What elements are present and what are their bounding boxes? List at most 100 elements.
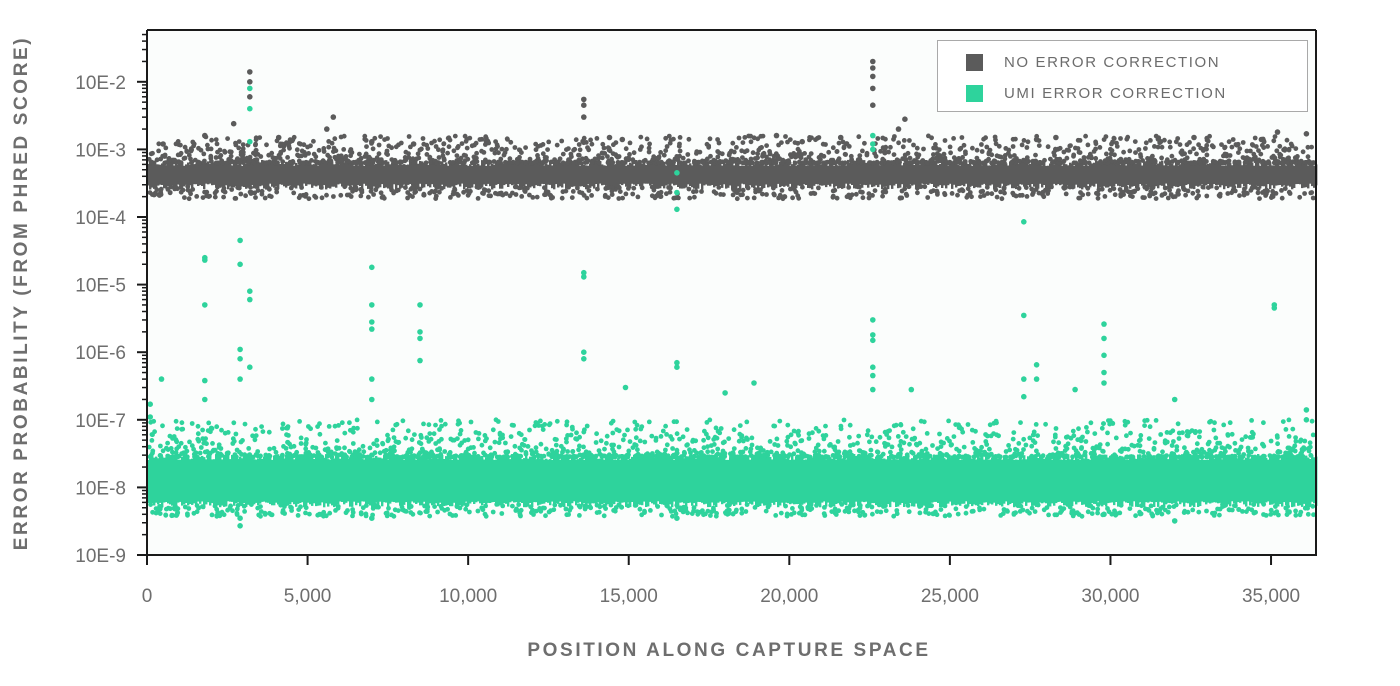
outlier-point — [331, 114, 337, 120]
outlier-point — [202, 378, 208, 384]
legend-label: UMI ERROR CORRECTION — [1004, 85, 1227, 102]
outlier-point — [369, 265, 375, 271]
y-tick-label: 10E-6 — [75, 343, 126, 364]
outlier-point — [247, 288, 253, 294]
outlier-point — [417, 358, 423, 364]
legend-item-no-error-correction: NO ERROR CORRECTION — [966, 52, 1220, 72]
outlier-point — [417, 302, 423, 308]
x-tick-label: 5,000 — [284, 586, 332, 607]
outlier-point — [774, 133, 780, 139]
outlier-point — [722, 390, 728, 396]
outlier-point — [247, 106, 253, 112]
outlier-point — [581, 274, 587, 280]
y-tick-label: 10E-7 — [75, 411, 126, 432]
outlier-point — [202, 133, 208, 139]
outlier-point — [1172, 397, 1178, 403]
y-axis-title: ERROR PROBABILITY (FROM PHRED SCORE) — [11, 36, 33, 550]
outlier-point — [247, 86, 253, 92]
outlier-point — [620, 137, 626, 143]
outlier-point — [1101, 380, 1107, 386]
outlier-point — [1034, 376, 1040, 382]
outlier-point — [369, 397, 375, 403]
x-tick-label: 35,000 — [1242, 586, 1300, 607]
outlier-point — [870, 373, 876, 379]
outlier-point — [1101, 512, 1107, 518]
outlier-point — [1101, 336, 1107, 342]
x-tick-label: 30,000 — [1081, 586, 1139, 607]
outlier-point — [1191, 135, 1197, 141]
outlier-point — [1034, 137, 1040, 143]
outlier-point — [369, 302, 375, 308]
outlier-point — [902, 116, 908, 122]
outlier-point — [870, 65, 876, 71]
outlier-point — [247, 297, 253, 303]
x-tick-label: 0 — [142, 586, 153, 607]
x-axis-title: POSITION ALONG CAPTURE SPACE — [527, 640, 930, 662]
y-tick-label: 10E-8 — [75, 478, 126, 499]
outlier-point — [237, 238, 243, 244]
outlier-point — [417, 329, 423, 335]
outlier-point — [417, 336, 423, 342]
outlier-point — [147, 401, 153, 407]
outlier-point — [202, 257, 208, 263]
outlier-point — [674, 364, 680, 370]
outlier-point — [607, 135, 613, 141]
outlier-point — [674, 515, 680, 521]
outlier-point — [870, 338, 876, 344]
x-tick-label: 25,000 — [921, 586, 979, 607]
outlier-point — [160, 141, 166, 147]
outlier-point — [247, 364, 253, 370]
legend: NO ERROR CORRECTION UMI ERROR CORRECTION — [937, 40, 1308, 112]
outlier-point — [411, 141, 417, 147]
outlier-point — [581, 349, 587, 355]
outlier-point — [581, 114, 587, 120]
outlier-point — [237, 376, 243, 382]
outlier-point — [202, 302, 208, 308]
x-tick-label: 10,000 — [439, 586, 497, 607]
outlier-point — [159, 376, 165, 382]
outlier-point — [1259, 137, 1265, 143]
outlier-point — [870, 317, 876, 323]
outlier-point — [147, 414, 153, 420]
outlier-point — [1034, 362, 1040, 368]
legend-swatch-green-square-icon — [966, 85, 983, 102]
outlier-point — [1272, 305, 1278, 311]
outlier-point — [870, 74, 876, 80]
y-tick-label: 10E-5 — [75, 276, 126, 297]
legend-swatch-gray-square-icon — [966, 54, 983, 71]
outlier-point — [369, 139, 375, 145]
outlier-point — [1072, 387, 1078, 393]
outlier-point — [870, 147, 876, 153]
legend-label: NO ERROR CORRECTION — [1004, 54, 1220, 71]
outlier-point — [1101, 370, 1107, 376]
y-tick-label: 10E-3 — [75, 140, 126, 161]
outlier-point — [581, 356, 587, 362]
outlier-point — [276, 135, 282, 141]
outlier-point — [674, 190, 680, 196]
outlier-point — [237, 347, 243, 353]
outlier-point — [369, 326, 375, 332]
outlier-point — [896, 126, 902, 132]
outlier-point — [1101, 321, 1107, 327]
legend-item-umi-error-correction: UMI ERROR CORRECTION — [966, 83, 1227, 103]
outlier-point — [247, 79, 253, 85]
outlier-point — [1021, 394, 1027, 400]
outlier-point — [751, 380, 757, 386]
outlier-point — [623, 385, 629, 391]
outlier-point — [799, 139, 805, 145]
outlier-point — [909, 387, 915, 393]
outlier-point — [369, 376, 375, 382]
y-tick-label: 10E-4 — [75, 208, 126, 229]
outlier-point — [674, 170, 680, 176]
outlier-point — [1172, 518, 1178, 524]
y-tick-label: 10E-2 — [75, 73, 126, 94]
outlier-point — [1304, 417, 1310, 423]
outlier-point — [1021, 313, 1027, 319]
outlier-point — [870, 133, 876, 139]
outlier-point — [1275, 129, 1281, 135]
outlier-point — [324, 126, 330, 132]
x-tick-label: 20,000 — [760, 586, 818, 607]
outlier-point — [247, 94, 253, 100]
outlier-point — [674, 207, 680, 213]
